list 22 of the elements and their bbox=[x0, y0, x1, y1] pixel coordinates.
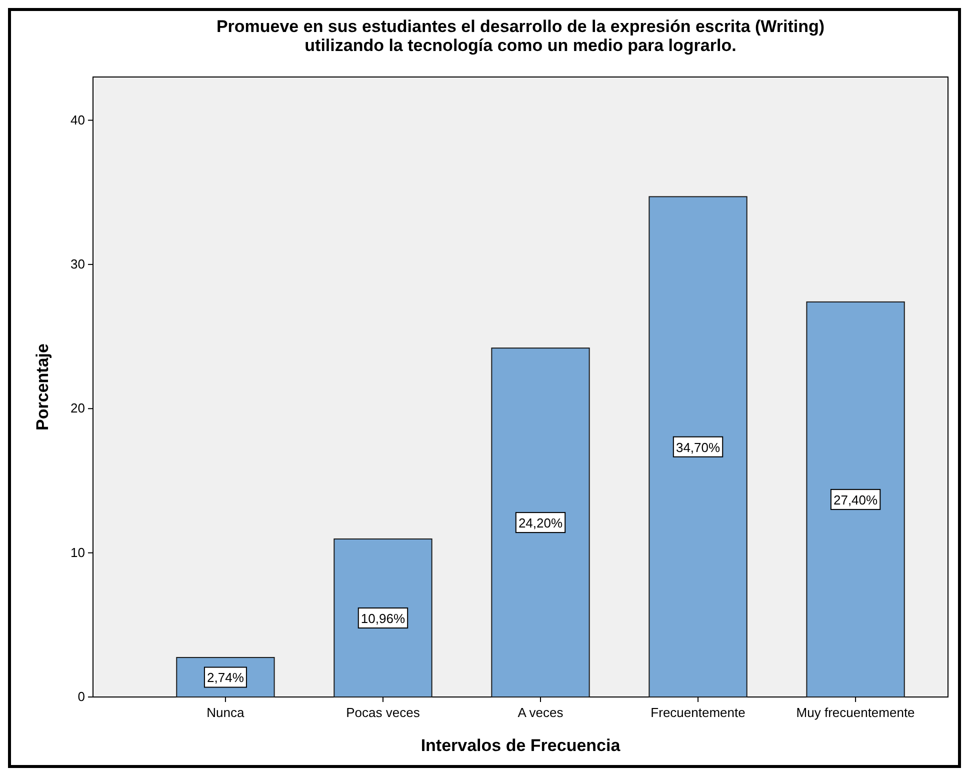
y-tick-label: 40 bbox=[70, 112, 85, 128]
y-tick-label: 10 bbox=[70, 544, 85, 560]
y-axis-title: Porcentaje bbox=[33, 344, 52, 430]
y-tick-label: 20 bbox=[70, 400, 85, 416]
x-tick-label: A veces bbox=[518, 705, 564, 720]
bar bbox=[648, 196, 748, 698]
x-axis-title: Intervalos de Frecuencia bbox=[420, 736, 621, 755]
x-tick-label: Nunca bbox=[206, 705, 246, 720]
x-tick-label: Frecuentemente bbox=[650, 705, 746, 720]
y-tick-label: 30 bbox=[70, 256, 85, 272]
data-label: 10,96% bbox=[360, 610, 406, 626]
data-label: 24,20% bbox=[518, 516, 563, 531]
y-tick-label: 0 bbox=[78, 689, 85, 704]
data-label: 34,70% bbox=[676, 440, 721, 455]
chart-title: Promueve en sus estudiantes el desarrollo de la expresión escrita (Writing) utilizando la tecnología como un medio para lograrlo. bbox=[216, 17, 825, 55]
x-tick-label: Muy frecuentemente bbox=[796, 705, 915, 720]
data-label: 27,40% bbox=[833, 492, 878, 508]
bar bbox=[806, 301, 905, 698]
x-tick-label: Pocas veces bbox=[346, 705, 420, 720]
data-label: 2,74% bbox=[207, 670, 244, 686]
bar bbox=[491, 348, 590, 698]
bar bbox=[334, 538, 432, 698]
